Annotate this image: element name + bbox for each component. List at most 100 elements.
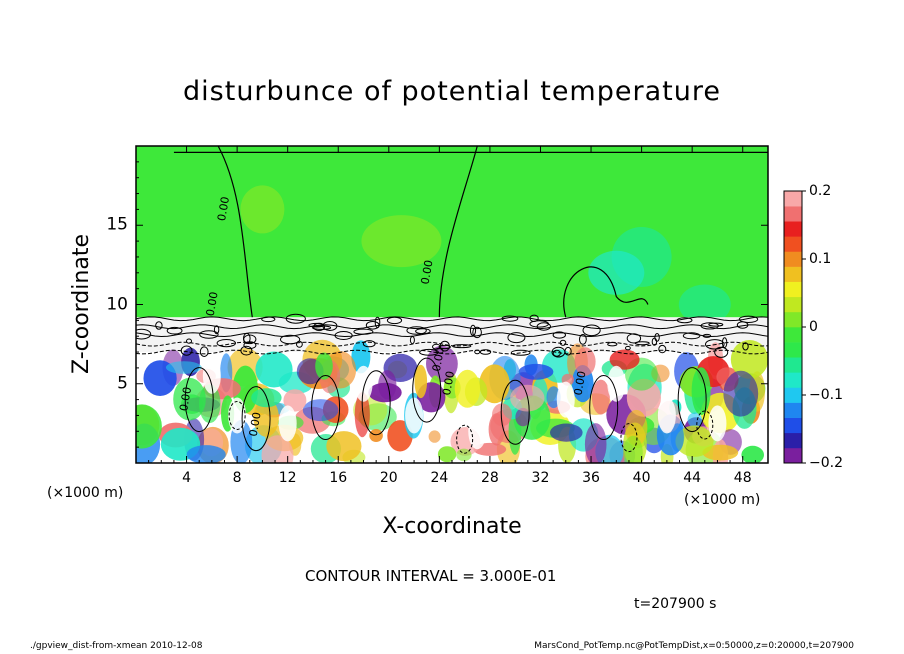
convective-cell (670, 423, 684, 452)
convective-cell (368, 382, 402, 403)
x-tick-label: 28 (480, 470, 499, 486)
contour-line (432, 343, 441, 350)
convective-cell (574, 347, 596, 376)
thermal-core (405, 397, 424, 434)
x-tick-label: 4 (182, 470, 192, 486)
contour-label: 0.00 (177, 386, 194, 412)
contour-line (625, 345, 631, 351)
colorbar-swatch (784, 311, 802, 328)
colorbar-swatch (784, 236, 802, 252)
contour-line (216, 339, 237, 348)
thermal-core (657, 397, 676, 434)
colorbar-swatch (784, 447, 802, 464)
convective-cell (437, 446, 457, 463)
upper-patch (361, 215, 442, 268)
convective-cell (515, 407, 531, 427)
x-tick-label: 40 (632, 470, 651, 486)
y-axis-label: Z-coordinate (69, 234, 94, 374)
colorbar-swatch (784, 296, 802, 313)
contour-line (312, 325, 332, 330)
heatmap-field: 0.000.000.000.000.000.000.000.00 (136, 146, 768, 463)
contour-line (472, 326, 482, 339)
thermal-core (354, 365, 373, 402)
convective-cell (741, 445, 764, 463)
convective-cell (136, 404, 162, 449)
x-tick-label: 32 (531, 470, 550, 486)
convective-cell (173, 377, 206, 421)
contour-line (199, 346, 209, 358)
zero-contour (438, 146, 478, 318)
contour-line (243, 341, 257, 350)
convective-cell (456, 448, 472, 462)
x-tick-label: 44 (683, 470, 702, 486)
contour-line (361, 370, 391, 436)
colorbar-swatch (784, 387, 802, 403)
footer-right-text: MarsCond_PotTemp.nc@PotTempDist,x=0:5000… (534, 641, 854, 651)
contour-interval-label: CONTOUR INTERVAL = 3.000E-01 (305, 567, 557, 585)
x-tick-label: 12 (278, 470, 297, 486)
contour-label: 0.00 (247, 411, 264, 437)
colorbar-swatch (784, 206, 802, 222)
contour-line (362, 340, 376, 348)
contour-label: 0.00 (440, 370, 457, 396)
contour-line (500, 379, 530, 445)
colorbar-tick-label: −0.1 (809, 387, 843, 403)
upper-patch (455, 270, 524, 307)
convective-cell (261, 435, 294, 463)
contour-label: 0.00 (430, 346, 447, 372)
contour-line (654, 333, 660, 342)
convective-cell (253, 398, 279, 437)
y-tick-label: 10 (106, 294, 128, 314)
convective-cell (198, 384, 221, 424)
contour-label: 0.00 (204, 291, 221, 317)
x-axis-label: X-coordinate (382, 514, 522, 539)
convective-cell (730, 340, 768, 379)
contour-line (311, 375, 341, 441)
contour-line (738, 315, 759, 323)
contour-line (155, 321, 163, 330)
contour-line (579, 334, 587, 345)
footer-left-text: ./gpview_dist-from-xmean 2010-12-08 (30, 641, 203, 651)
contour-line (213, 325, 220, 335)
contour-line (677, 367, 707, 433)
contour-line (552, 331, 566, 339)
colorbar-swatch (784, 327, 802, 343)
contour-line (199, 330, 219, 339)
convective-cell (591, 379, 610, 415)
contour-line (136, 328, 152, 340)
negative-contour (456, 424, 474, 454)
colorbar-swatch (784, 372, 802, 388)
contour-label: 0.00 (571, 370, 588, 396)
contour-line (742, 342, 749, 351)
colorbar-swatch (784, 402, 802, 418)
convective-cell (302, 399, 339, 422)
inversion-contour (136, 341, 768, 347)
contour-line (589, 375, 619, 441)
colorbar-swatch (784, 266, 802, 282)
contour-line (705, 339, 725, 350)
contour-line (186, 338, 192, 344)
convective-cell (723, 370, 759, 417)
contour-line (582, 324, 601, 337)
contour-label: 0.00 (215, 196, 232, 222)
thermal-core (556, 381, 575, 418)
convective-cell (584, 423, 607, 463)
colorbar-swatch (784, 281, 802, 298)
colorbar-swatch (784, 221, 802, 237)
contour-line (651, 337, 658, 346)
convective-cell (369, 429, 383, 442)
upper-patch (588, 250, 645, 295)
x-unit-label-right: (×1000 m) (684, 492, 761, 508)
contour-line (682, 332, 701, 340)
x-tick-label: 8 (232, 470, 242, 486)
contour-line (507, 332, 526, 344)
contour-line (406, 326, 427, 335)
convective-cell (454, 369, 481, 408)
thermal-core (278, 405, 297, 442)
x-tick-label: 48 (733, 470, 752, 486)
convective-cell (518, 363, 554, 380)
convective-cell (488, 413, 505, 446)
convective-cell (702, 444, 739, 461)
